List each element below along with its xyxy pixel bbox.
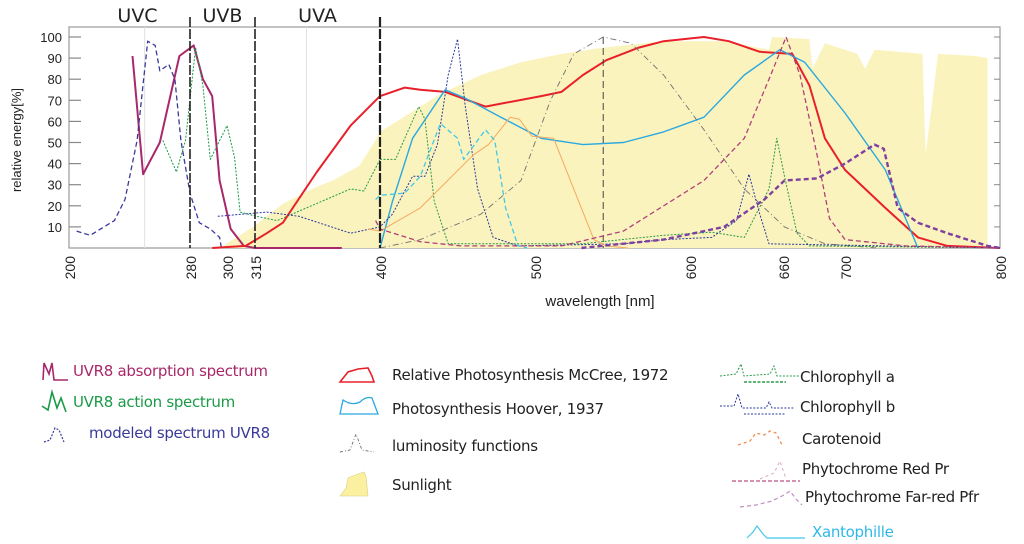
legend-chlorophyll-a: Chlorophyll a: [800, 368, 895, 386]
legend-carotenoid: Carotenoid: [802, 430, 882, 448]
legend-icon-carotenoid: [737, 430, 783, 446]
legend-xantophille: Xantophille: [812, 523, 894, 541]
legend-phytochrome-far-red: Phytochrome Far-red Pfr: [805, 488, 979, 506]
legend-sunlight: Sunlight: [392, 476, 452, 494]
x-tick-label: 660: [776, 256, 792, 280]
x-tick-label: 315: [248, 256, 264, 280]
legend-icon-mccree: [338, 367, 376, 383]
legend-icon-hoover: [339, 396, 379, 415]
y-tick-label: 100: [40, 30, 62, 45]
y-tick-label: 30: [48, 178, 62, 193]
legend-chlorophyll-b: Chlorophyll b: [800, 398, 895, 416]
legend-phytochrome-red: Phytochrome Red Pr: [802, 460, 949, 478]
series-photosynthesis-hoover-1937: [379, 49, 919, 249]
x-tick-label: 400: [373, 256, 389, 280]
series-luminosity-functions: [379, 36, 877, 249]
legend-icon-uvr8-modeled: [43, 427, 65, 443]
y-tick-label: 10: [48, 220, 62, 235]
y-tick-label: 90: [48, 51, 62, 66]
series-phytochrome-red-pr: [375, 36, 1001, 249]
band-label-uvb: UVB: [203, 5, 243, 27]
x-tick-label: 800: [993, 256, 1009, 280]
band-label-uva: UVA: [298, 5, 337, 27]
y-tick-label: 20: [48, 199, 62, 214]
x-tick-label: 700: [838, 256, 854, 280]
y-tick-label: 50: [48, 136, 62, 151]
x-tick-label: 500: [528, 256, 544, 280]
legend-luminosity: luminosity functions: [392, 437, 538, 455]
y-tick-label: 40: [48, 157, 62, 172]
series-uvr8-action-spectrum: [162, 47, 381, 222]
legend-mccree: Relative Photosynthesis McCree, 1972: [392, 366, 669, 384]
legend-icon-uvr8-action: [41, 388, 67, 413]
legend-icon-luminosity: [339, 432, 375, 453]
y-tick-label: 70: [48, 93, 62, 108]
legend-icon-xantophille: [746, 524, 805, 539]
legend-icon-chlorophyll-b: [720, 392, 794, 415]
y-axis-label: relative energy[%]: [9, 88, 24, 192]
series-xantophille: [375, 122, 528, 249]
series-phytochrome-far-red-pfr: [581, 143, 1001, 250]
legend-icon-sunlight: [339, 471, 369, 497]
series-modeled-spectrum-uvr8: [76, 40, 223, 249]
y-tick-label: 60: [48, 114, 62, 129]
series-relative-photosynthesis-mccree-1972: [212, 36, 1001, 249]
legend-icon-phytochrome-red: [732, 459, 800, 482]
x-tick-label: 200: [62, 256, 78, 280]
x-tick-label: 600: [683, 256, 699, 280]
x-tick-label: 280: [183, 256, 199, 280]
legend-icon-phytochrome-far-red: [739, 490, 803, 508]
legend-hoover: Photosynthesis Hoover, 1937: [392, 400, 604, 418]
series-carotenoid: [368, 116, 629, 249]
x-tick-label: 300: [220, 256, 236, 280]
band-label-uvc: UVC: [117, 5, 157, 27]
legend-uvr8-action: UVR8 action spectrum: [73, 393, 235, 411]
legend-uvr8-modeled: modeled spectrum UVR8: [89, 424, 270, 442]
x-axis-label: wavelength [nm]: [544, 293, 654, 310]
legend-uvr8-absorption: UVR8 absorption spectrum: [73, 362, 268, 380]
legend-icon-uvr8-absorption: [42, 362, 68, 381]
y-tick-label: 80: [48, 72, 62, 87]
legend-icon-chlorophyll-a: [720, 362, 800, 383]
